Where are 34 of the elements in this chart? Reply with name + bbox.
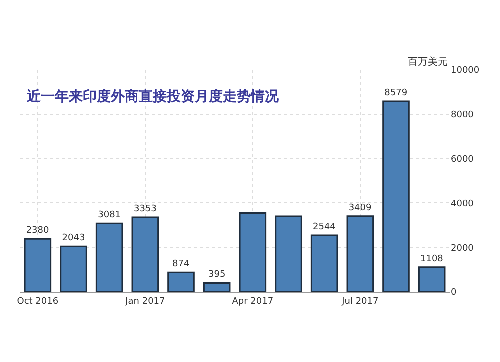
y-tick-label: 6000 bbox=[451, 154, 474, 165]
bar bbox=[382, 100, 410, 292]
bar bbox=[310, 234, 338, 292]
y-tick-label: 0 bbox=[451, 288, 457, 298]
bar bbox=[418, 266, 446, 292]
y-axis-title: 百万美元 bbox=[408, 56, 448, 68]
bar bbox=[132, 216, 160, 292]
x-tick-label: Oct 2016 bbox=[17, 296, 59, 307]
x-tick-label: Jan 2017 bbox=[124, 296, 166, 307]
y-tick-label: 10000 bbox=[451, 66, 480, 76]
bar bbox=[24, 238, 52, 292]
y-tick-label: 8000 bbox=[451, 110, 474, 121]
text: 近一年来印度外商直接投资月度走势情况 bbox=[26, 88, 280, 105]
bar bbox=[275, 216, 302, 292]
y-tick-label: 2000 bbox=[451, 244, 474, 254]
data-label: 8579 bbox=[384, 88, 408, 99]
data-label: 3081 bbox=[98, 210, 122, 221]
data-label: 2544 bbox=[312, 222, 336, 233]
data-label: 2380 bbox=[26, 226, 50, 236]
x-tick-label: Jul 2017 bbox=[341, 296, 379, 307]
data-label: 1108 bbox=[420, 254, 444, 264]
bar bbox=[346, 216, 374, 292]
bar bbox=[96, 222, 124, 292]
data-label: 2043 bbox=[62, 234, 86, 244]
bar bbox=[168, 272, 195, 292]
data-label: 3409 bbox=[348, 203, 372, 214]
bar bbox=[60, 246, 88, 292]
data-label: 874 bbox=[172, 260, 190, 270]
bar bbox=[203, 282, 231, 292]
x-tick-label: Apr 2017 bbox=[232, 296, 274, 307]
data-label: 395 bbox=[208, 270, 226, 280]
y-tick-label: 4000 bbox=[451, 199, 474, 210]
bar bbox=[239, 212, 267, 292]
data-label: 3353 bbox=[134, 204, 157, 215]
